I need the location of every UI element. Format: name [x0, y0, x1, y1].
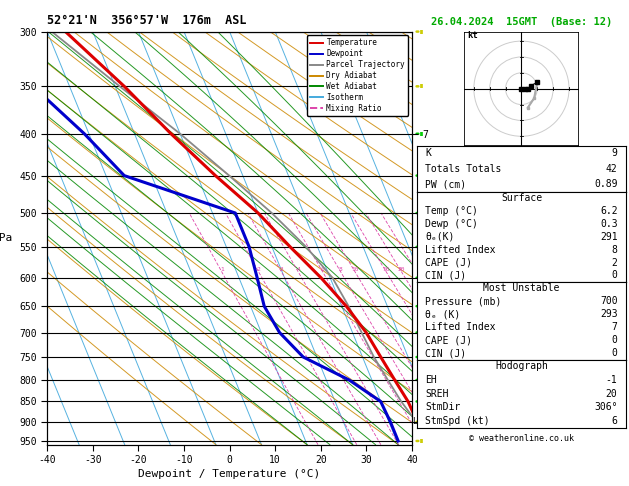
Text: 26.04.2024  15GMT  (Base: 12): 26.04.2024 15GMT (Base: 12): [431, 17, 612, 27]
Text: StmDir: StmDir: [425, 402, 460, 412]
Text: 9: 9: [611, 149, 618, 158]
Text: 6.2: 6.2: [600, 206, 618, 216]
Text: 293: 293: [600, 309, 618, 319]
Text: PW (cm): PW (cm): [425, 179, 467, 189]
Text: CAPE (J): CAPE (J): [425, 335, 472, 345]
Text: 42: 42: [606, 164, 618, 174]
Text: 1: 1: [220, 267, 223, 272]
Text: 4: 4: [296, 267, 300, 272]
Text: 20: 20: [606, 389, 618, 399]
Text: 0: 0: [611, 270, 618, 280]
Text: Hodograph: Hodograph: [495, 362, 548, 371]
Text: 2: 2: [611, 258, 618, 268]
Text: Mixing Ratio (g/kg): Mixing Ratio (g/kg): [445, 191, 454, 286]
Text: 291: 291: [600, 232, 618, 242]
Text: -1: -1: [606, 375, 618, 385]
Text: 0.89: 0.89: [594, 179, 618, 189]
Y-axis label: hPa: hPa: [0, 233, 13, 243]
Text: StmSpd (kt): StmSpd (kt): [425, 416, 490, 426]
Text: 306°: 306°: [594, 402, 618, 412]
Text: © weatheronline.co.uk: © weatheronline.co.uk: [469, 434, 574, 443]
Text: 52°21'N  356°57'W  176m  ASL: 52°21'N 356°57'W 176m ASL: [47, 14, 247, 27]
Text: LCL: LCL: [413, 417, 427, 426]
Text: Totals Totals: Totals Totals: [425, 164, 502, 174]
Text: CIN (J): CIN (J): [425, 270, 467, 280]
Text: 0: 0: [611, 348, 618, 358]
X-axis label: Dewpoint / Temperature (°C): Dewpoint / Temperature (°C): [138, 469, 321, 479]
Text: 20: 20: [398, 267, 405, 272]
Text: Most Unstable: Most Unstable: [483, 283, 560, 294]
Text: 6: 6: [321, 267, 325, 272]
Text: EH: EH: [425, 375, 437, 385]
Text: 7: 7: [611, 322, 618, 332]
Text: CAPE (J): CAPE (J): [425, 258, 472, 268]
Text: CIN (J): CIN (J): [425, 348, 467, 358]
Text: 8: 8: [611, 245, 618, 255]
Text: 700: 700: [600, 296, 618, 306]
Text: 2: 2: [257, 267, 260, 272]
Text: Pressure (mb): Pressure (mb): [425, 296, 502, 306]
Text: Lifted Index: Lifted Index: [425, 322, 496, 332]
Text: 0: 0: [611, 335, 618, 345]
Text: θₑ(K): θₑ(K): [425, 232, 455, 242]
Text: θₑ (K): θₑ (K): [425, 309, 460, 319]
Text: 8: 8: [339, 267, 343, 272]
Text: kt: kt: [467, 31, 478, 40]
Text: 0.3: 0.3: [600, 219, 618, 229]
Text: SREH: SREH: [425, 389, 449, 399]
Text: 10: 10: [351, 267, 359, 272]
Text: Dewp (°C): Dewp (°C): [425, 219, 478, 229]
Text: 6: 6: [611, 416, 618, 426]
Text: Lifted Index: Lifted Index: [425, 245, 496, 255]
Y-axis label: km
ASL: km ASL: [439, 227, 457, 249]
Text: Temp (°C): Temp (°C): [425, 206, 478, 216]
Legend: Temperature, Dewpoint, Parcel Trajectory, Dry Adiabat, Wet Adiabat, Isotherm, Mi: Temperature, Dewpoint, Parcel Trajectory…: [306, 35, 408, 116]
Text: Surface: Surface: [501, 193, 542, 204]
Text: K: K: [425, 149, 431, 158]
Text: 3: 3: [279, 267, 283, 272]
Text: 16: 16: [382, 267, 390, 272]
